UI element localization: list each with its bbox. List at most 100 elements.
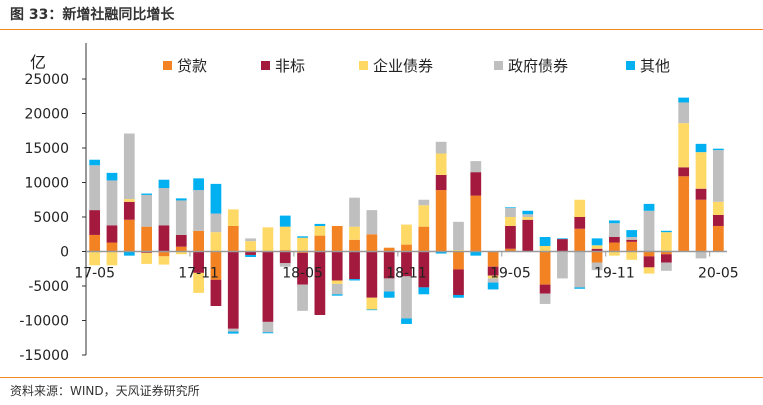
bar-segment-17-06-0 (106, 242, 118, 252)
bar-segment-19-11-0 (609, 242, 620, 252)
bar-segment-20-04-0 (695, 199, 707, 252)
bar-segment-18-02-4 (245, 254, 256, 258)
bar-segment-17-10-3 (175, 200, 187, 235)
bar-segment-18-11-3 (401, 276, 412, 319)
y-tick-label: 10000 (24, 176, 69, 192)
bar-segment-17-11-4 (193, 178, 204, 191)
bar-segment-18-03-1 (262, 251, 274, 322)
bar-segment-19-02-0 (453, 251, 464, 270)
bar-segment-18-07-3 (331, 283, 343, 295)
source-note: 资料来源：WIND，天风证券研究所 (10, 384, 200, 398)
bar-segment-17-05-3 (89, 165, 101, 211)
bar-segment-20-02-4 (660, 230, 672, 233)
y-tick-label: 15000 (24, 141, 69, 157)
bar-segment-17-05-0 (89, 234, 101, 252)
bar-segment-18-10-4 (383, 291, 395, 298)
bar-segment-18-01-0 (227, 225, 239, 252)
bar-segment-17-10-2 (175, 251, 187, 255)
legend-label: 政府债券 (508, 57, 568, 75)
bar-segment-19-05-3 (505, 208, 516, 217)
bar-segment-17-05-2 (89, 251, 101, 266)
bar-segment-19-12-0 (626, 241, 638, 252)
bar-segment-19-06-3 (522, 214, 534, 217)
bar-segment-19-05-1 (505, 225, 516, 249)
bar-segment-19-09-2 (574, 199, 586, 217)
bar-segment-17-09-3 (158, 188, 170, 226)
bar-segment-17-07-0 (123, 219, 135, 252)
bar-segment-19-04-4 (487, 282, 499, 290)
legend-swatch (163, 61, 172, 70)
x-tick-label: 17-11 (178, 266, 219, 282)
bar-segment-17-06-1 (106, 225, 118, 243)
bar-segment-17-10-4 (175, 198, 187, 201)
bar-segment-17-12-1 (210, 279, 222, 307)
bar-segment-17-12-2 (210, 232, 222, 252)
bar-segment-17-09-2 (158, 256, 170, 265)
bar-segment-17-08-2 (141, 252, 153, 264)
bar-segment-19-06-2 (522, 217, 534, 220)
bar-segment-18-04-4 (279, 215, 291, 227)
bar-segment-18-06-2 (314, 225, 326, 236)
bar-segment-20-03-0 (678, 176, 690, 252)
y-tick-label: -10000 (19, 314, 69, 330)
bar-segment-18-09-4 (366, 309, 378, 311)
bar-segment-17-09-0 (158, 251, 170, 257)
bar-segment-17-12-0 (210, 251, 222, 280)
bar-segment-18-07-1 (331, 251, 343, 281)
bar-segment-19-01-0 (435, 190, 447, 252)
bar-segment-20-04-2 (695, 152, 707, 189)
bar-segment-18-08-3 (349, 197, 360, 227)
y-tick-label: -15000 (19, 348, 69, 364)
bar-segment-19-11-1 (609, 237, 620, 243)
bar-segment-17-08-4 (141, 193, 153, 195)
bar-segment-18-12-2 (418, 205, 430, 227)
bar-segment-19-12-2 (626, 251, 638, 260)
bar-segment-19-03-1 (470, 172, 482, 196)
bar-segment-18-10-1 (383, 251, 395, 279)
legend-swatch (626, 61, 635, 70)
bar-segment-19-07-2 (539, 245, 551, 252)
bar-segment-19-10-0 (591, 251, 603, 263)
y-tick-label: 20000 (24, 107, 69, 123)
bar-segment-17-11-2 (193, 272, 204, 293)
bar-segment-18-03-2 (262, 227, 274, 252)
x-tick-label: 18-11 (386, 266, 427, 282)
x-axis: 17-05 17-11 18-05 18-11 19-05 19-11 20-05 (74, 250, 739, 282)
bar-segment-18-01-1 (227, 251, 239, 329)
bar-segment-19-01-1 (435, 174, 447, 191)
bar-segment-17-11-3 (193, 190, 204, 231)
bar-segment-20-01-1 (643, 256, 655, 268)
bar-segment-19-08-1 (557, 239, 568, 252)
bar-segment-19-07-0 (539, 251, 551, 285)
bar-segment-20-01-4 (643, 203, 655, 211)
bar-segment-18-01-4 (227, 331, 239, 334)
legend-swatch (494, 61, 503, 70)
bar-segment-19-12-1 (626, 239, 638, 242)
bar-segment-20-01-0 (643, 251, 655, 257)
bar-segment-19-10-4 (591, 238, 603, 246)
bar-segment-18-12-4 (418, 287, 430, 295)
bar-segment-20-05-3 (712, 150, 724, 202)
bar-segment-18-11-1 (401, 251, 412, 277)
bar-segment-19-07-3 (539, 293, 551, 304)
bar-segment-19-07-4 (539, 237, 551, 246)
bar-segment-19-05-0 (505, 248, 516, 252)
bar-segment-18-09-0 (366, 234, 378, 252)
bar-segment-19-04-1 (487, 266, 499, 276)
bar-segment-20-05-1 (712, 214, 724, 226)
bar-segment-19-10-2 (591, 245, 603, 249)
y-unit-label: 亿 (30, 53, 46, 72)
bar-segment-17-06-2 (106, 251, 118, 266)
y-tick-label: -5000 (28, 279, 69, 295)
bar-segment-19-04-2 (487, 275, 499, 279)
bar-segment-19-03-0 (470, 195, 482, 252)
bar-segment-18-04-3 (279, 263, 291, 267)
bar-segment-19-03-3 (470, 161, 482, 173)
bar-segment-17-06-3 (106, 180, 118, 226)
bar-segment-18-07-2 (331, 280, 343, 284)
bar-segment-18-11-2 (401, 224, 412, 245)
bar-segment-18-02-3 (245, 238, 256, 242)
bar-segment-19-08-4 (557, 238, 568, 240)
stacked-bar-chart: 亿 贷款 非标 企业债券 政府债券 其他 -15000 -10000 -5000 0 5000 1… (19, 43, 739, 364)
